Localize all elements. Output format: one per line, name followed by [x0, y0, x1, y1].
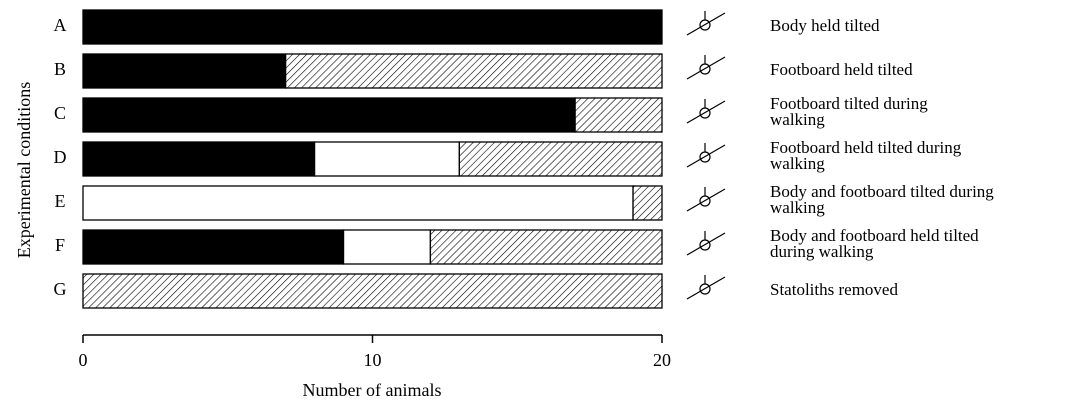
y-tick-label: E: [55, 191, 66, 211]
y-axis-label: Experimental conditions: [14, 82, 34, 258]
condition-description: walking: [770, 110, 825, 129]
bar-segment: [315, 142, 460, 176]
x-tick-label: 20: [653, 350, 671, 370]
icon: [687, 101, 725, 123]
bar-segment: [286, 54, 662, 88]
icon: [687, 233, 725, 255]
condition-description: Body held tilted: [770, 16, 880, 35]
condition-description: walking: [770, 198, 825, 217]
chart: Number of animals Experimental condition…: [0, 0, 1075, 406]
bar-segment: [430, 230, 662, 264]
bar-segment: [344, 230, 431, 264]
bar-segment: [459, 142, 662, 176]
bar-segment: [83, 142, 315, 176]
bar-segment: [633, 186, 662, 220]
icon: [687, 57, 725, 79]
y-tick-label: B: [54, 59, 66, 79]
x-axis-label: Number of animals: [303, 380, 442, 400]
y-tick-label: A: [54, 15, 67, 35]
condition-description: Footboard held tilted: [770, 60, 913, 79]
x-tick-label: 0: [79, 350, 88, 370]
condition-description: walking: [770, 154, 825, 173]
x-tick-label: 10: [364, 350, 382, 370]
bar-segment: [83, 274, 662, 308]
icon: [687, 277, 725, 299]
icon: [687, 189, 725, 211]
y-tick-label: F: [55, 235, 65, 255]
y-tick-label: C: [54, 103, 66, 123]
bar-segment: [83, 10, 662, 44]
bar-segment: [575, 98, 662, 132]
condition-description: Statoliths removed: [770, 280, 898, 299]
bar-segment: [83, 186, 633, 220]
bar-segment: [83, 98, 575, 132]
bar-segment: [83, 54, 286, 88]
y-tick-label: D: [54, 147, 67, 167]
y-tick-label: G: [54, 279, 67, 299]
condition-description: during walking: [770, 242, 874, 261]
icon: [687, 13, 725, 35]
icon: [687, 145, 725, 167]
bar-segment: [83, 230, 344, 264]
